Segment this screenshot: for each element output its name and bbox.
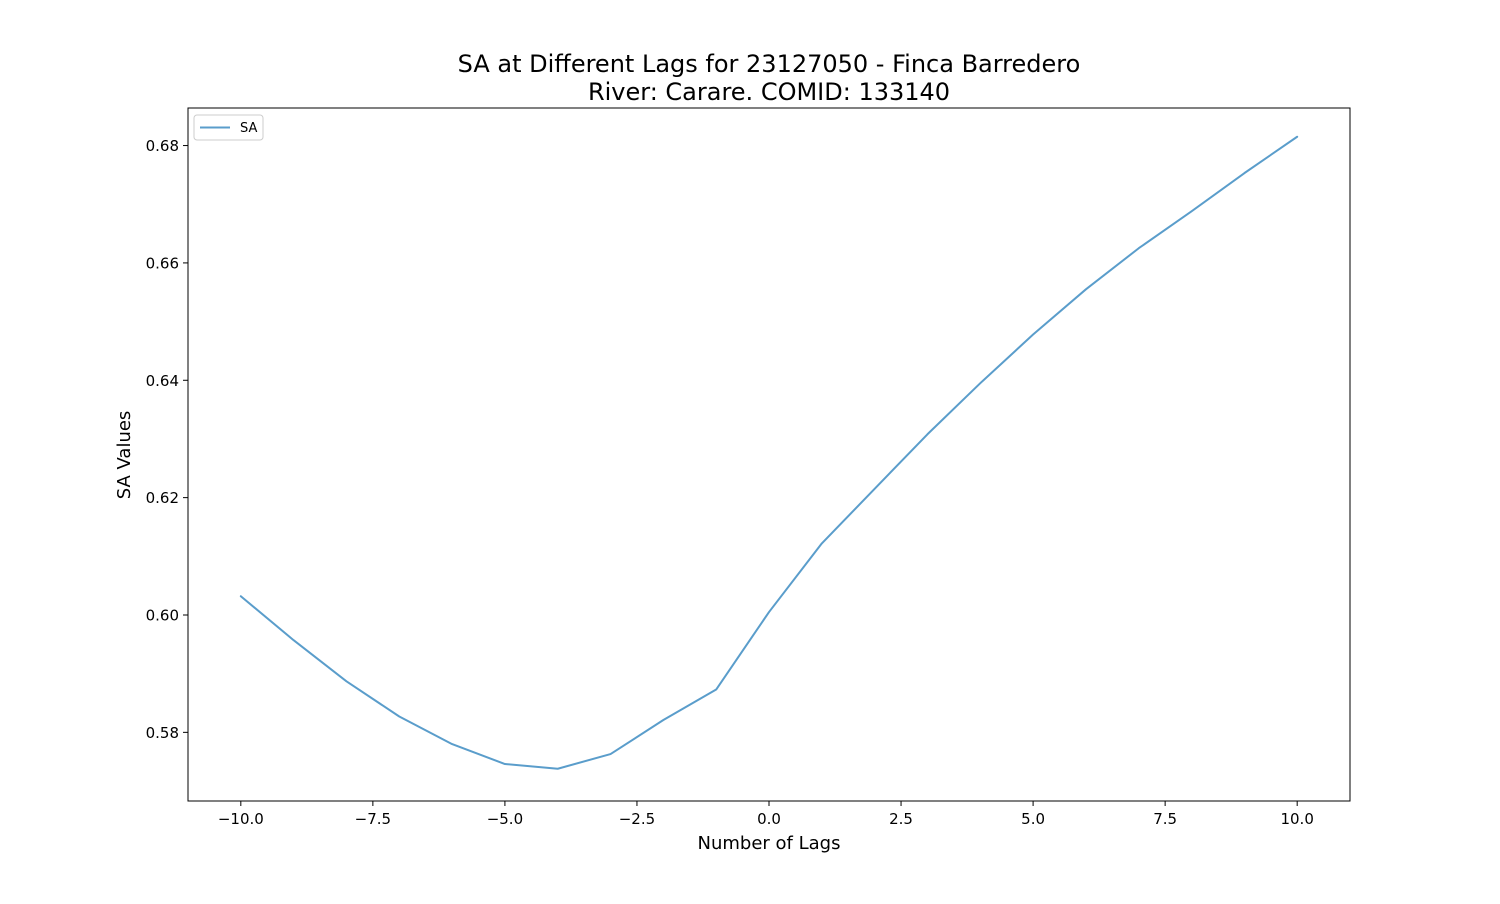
x-tick-label: −7.5 — [355, 810, 391, 828]
series-line-sa — [241, 137, 1297, 769]
x-tick-label: −5.0 — [487, 810, 523, 828]
x-tick-label: −10.0 — [218, 810, 264, 828]
x-axis-label: Number of Lags — [698, 833, 841, 854]
x-axis: −10.0 −7.5 −5.0 −2.5 0.0 2.5 5.0 7.5 10.0 — [218, 801, 1314, 828]
x-tick-label: −2.5 — [619, 810, 655, 828]
chart-subtitle: River: Carare. COMID: 133140 — [588, 78, 950, 106]
y-axis: 0.58 0.60 0.62 0.64 0.66 0.68 — [146, 137, 188, 742]
legend-label: SA — [240, 121, 257, 136]
x-tick-label: 2.5 — [889, 810, 913, 828]
y-tick-label: 0.62 — [146, 489, 179, 507]
legend: SA — [194, 115, 263, 140]
y-tick-label: 0.58 — [146, 724, 179, 742]
y-tick-label: 0.66 — [146, 254, 179, 272]
x-tick-label: 7.5 — [1153, 810, 1177, 828]
y-tick-label: 0.64 — [146, 372, 179, 390]
x-tick-label: 10.0 — [1280, 810, 1313, 828]
y-tick-label: 0.68 — [146, 137, 179, 155]
x-tick-label: 5.0 — [1021, 810, 1045, 828]
y-axis-label: SA Values — [114, 411, 135, 500]
series-layer — [241, 137, 1297, 769]
x-tick-label: 0.0 — [757, 810, 781, 828]
plot-frame — [188, 108, 1350, 801]
chart-title: SA at Different Lags for 23127050 - Finc… — [458, 50, 1081, 78]
y-tick-label: 0.60 — [146, 606, 179, 624]
